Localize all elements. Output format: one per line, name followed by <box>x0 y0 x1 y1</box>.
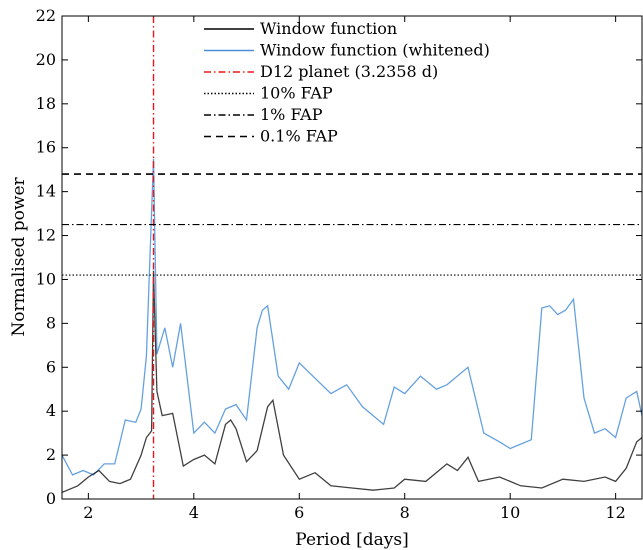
y-tick-label: 22 <box>36 6 56 25</box>
legend-label: Window function (whitened) <box>260 41 490 60</box>
y-tick-label: 6 <box>46 357 56 376</box>
y-tick-label: 0 <box>46 489 56 508</box>
legend-label: Window function <box>260 19 397 38</box>
x-tick-label: 6 <box>294 503 304 522</box>
window-function-line <box>62 270 642 493</box>
y-tick-label: 2 <box>46 445 56 464</box>
axes-frame <box>61 15 643 500</box>
whitened-window-function-line <box>62 158 642 476</box>
y-tick-label: 8 <box>46 313 56 332</box>
legend-label: 10% FAP <box>260 84 333 103</box>
x-tick-label: 12 <box>605 503 625 522</box>
y-tick-label: 12 <box>36 226 56 245</box>
y-tick-label: 16 <box>36 138 56 157</box>
y-axis-label: Normalised power <box>9 176 29 336</box>
x-tick-label: 2 <box>83 503 93 522</box>
y-tick-label: 10 <box>36 269 56 288</box>
legend-label: D12 planet (3.2358 d) <box>260 62 438 81</box>
y-tick-label: 4 <box>46 401 56 420</box>
legend-label: 1% FAP <box>260 105 323 124</box>
x-tick-label: 8 <box>400 503 410 522</box>
y-tick-label: 18 <box>36 94 56 113</box>
x-tick-label: 4 <box>189 503 199 522</box>
plot-area <box>62 16 642 499</box>
x-tick-label: 10 <box>500 503 520 522</box>
legend-label: 0.1% FAP <box>260 127 338 146</box>
x-axis-label: Period [days] <box>295 530 408 550</box>
y-tick-label: 14 <box>36 182 56 201</box>
y-tick-label: 20 <box>36 50 56 69</box>
